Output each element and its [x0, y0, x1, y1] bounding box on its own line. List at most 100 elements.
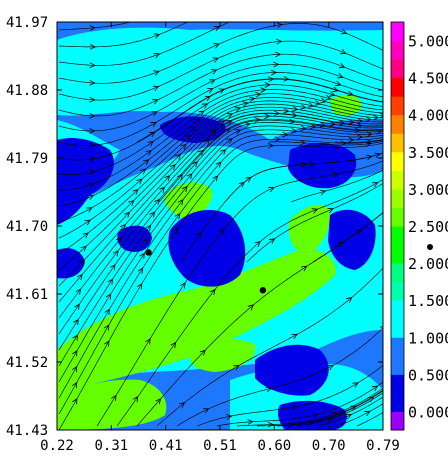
- streamline-arrow: [191, 161, 198, 168]
- streamline-arrow: [218, 228, 225, 236]
- streamline-arrow: [325, 94, 332, 101]
- field-region-green-right: [288, 204, 331, 255]
- colorbar-label: 0.000: [408, 403, 448, 421]
- streamline-arrow: [365, 141, 372, 147]
- streamline-arrow: [356, 117, 364, 124]
- streamline: [58, 93, 383, 207]
- streamline: [58, 138, 383, 415]
- streamline-arrow: [89, 112, 96, 119]
- colorbar-label: 2.000: [408, 255, 448, 273]
- streamline-arrow: [75, 288, 82, 295]
- streamline: [246, 182, 383, 263]
- streamline-arrow: [209, 288, 216, 296]
- streamline: [58, 64, 383, 132]
- field-region-green-bottom: [189, 339, 256, 372]
- streamline-arrow: [89, 44, 96, 50]
- streamline: [58, 78, 383, 161]
- streamline-arrow: [154, 198, 160, 205]
- streamline-arrow: [71, 381, 78, 389]
- streamline-arrow: [340, 48, 347, 55]
- streamline-arrow: [366, 131, 373, 138]
- colorbar-label: 5.000: [408, 33, 448, 51]
- streamline: [236, 387, 383, 427]
- streamline-arrow: [136, 283, 143, 290]
- streamline-arrow: [169, 164, 176, 171]
- streamline-arrow: [337, 241, 344, 248]
- streamline-arrow: [309, 123, 317, 130]
- streamline-arrow: [159, 186, 165, 193]
- streamline-arrow: [333, 144, 340, 151]
- streamline-arrow: [356, 122, 363, 129]
- streamline-arrow: [260, 87, 267, 93]
- streamline-arrow: [153, 70, 160, 76]
- streamline: [58, 53, 383, 117]
- streamline-arrow: [204, 138, 211, 145]
- streamline-arrow: [332, 86, 339, 93]
- colorbar-label: 4.000: [408, 107, 448, 125]
- streamline: [356, 412, 383, 427]
- streamline-arrow: [249, 96, 256, 103]
- x-tick-label: 0.51: [203, 438, 237, 454]
- streamline-arrow: [89, 79, 96, 86]
- streamline-arrow: [87, 195, 95, 201]
- streamline: [58, 122, 383, 351]
- marker-point: [259, 287, 267, 294]
- streamline-arrow: [72, 350, 78, 357]
- streamline-arrow: [283, 76, 290, 82]
- field-region-green-diagonal: [57, 249, 336, 400]
- streamline-arrow: [112, 250, 119, 257]
- streamline-arrow: [107, 278, 114, 285]
- streamline-arrow: [329, 120, 336, 127]
- streamline-arrow: [374, 152, 381, 159]
- streamline-arrow: [346, 296, 353, 303]
- streamline: [136, 78, 383, 143]
- streamline-arrow: [335, 80, 342, 87]
- streamline-arrow: [72, 334, 78, 341]
- streamline: [58, 97, 383, 223]
- streamline-arrow: [175, 153, 182, 160]
- colorbar-segment: [391, 188, 404, 208]
- x-tick-label: 0.79: [366, 438, 400, 454]
- streamline-arrow: [224, 128, 231, 134]
- streamline-arrow: [136, 178, 143, 185]
- streamline: [296, 392, 383, 427]
- streamline-arrow: [347, 90, 354, 97]
- streamline-arrow: [104, 308, 110, 315]
- colorbar-segment: [391, 133, 404, 153]
- streamline-arrow: [379, 112, 383, 119]
- streamline-arrow: [201, 103, 209, 109]
- colorbar-label: 1.000: [408, 329, 448, 347]
- streamline-arrow: [213, 43, 220, 49]
- streamline-arrow: [350, 405, 357, 411]
- streamline: [59, 89, 383, 191]
- colorbar-segment: [391, 170, 404, 190]
- streamline-arrow: [357, 134, 364, 140]
- colorbar-label: 2.500: [408, 218, 448, 236]
- streamline-arrow: [234, 129, 242, 135]
- y-tick-label: 41.70: [6, 219, 48, 235]
- colorbar: 0.000 0.500 1.000 1.500 2.000 2.500 3.000 3.500…: [390, 21, 448, 431]
- streamline: [58, 129, 383, 383]
- streamline-arrow: [371, 385, 379, 392]
- streamline-arrow: [307, 102, 315, 108]
- streamline-arrow: [247, 419, 254, 425]
- streamline-arrow: [364, 410, 371, 417]
- streamline-arrow: [319, 189, 327, 196]
- streamline-arrow: [319, 121, 326, 128]
- streamline: [58, 84, 383, 176]
- streamline-arrow: [105, 293, 112, 300]
- streamline-arrow: [348, 137, 355, 143]
- plot-area: [57, 22, 383, 430]
- streamline-arrow: [177, 199, 184, 206]
- streamline-arrow: [210, 69, 218, 75]
- streamline-arrow: [212, 57, 219, 63]
- colorbar-segment: [391, 263, 404, 283]
- field-region-blue-right-upper: [288, 143, 357, 189]
- streamline: [58, 100, 383, 239]
- x-tick-label: 0.60: [257, 438, 291, 454]
- streamline-arrow: [164, 175, 171, 182]
- streamline-arrow: [320, 97, 327, 104]
- streamline: [58, 22, 189, 48]
- streamline-arrow: [354, 127, 361, 134]
- field-region-blue-left-mid: [57, 248, 85, 279]
